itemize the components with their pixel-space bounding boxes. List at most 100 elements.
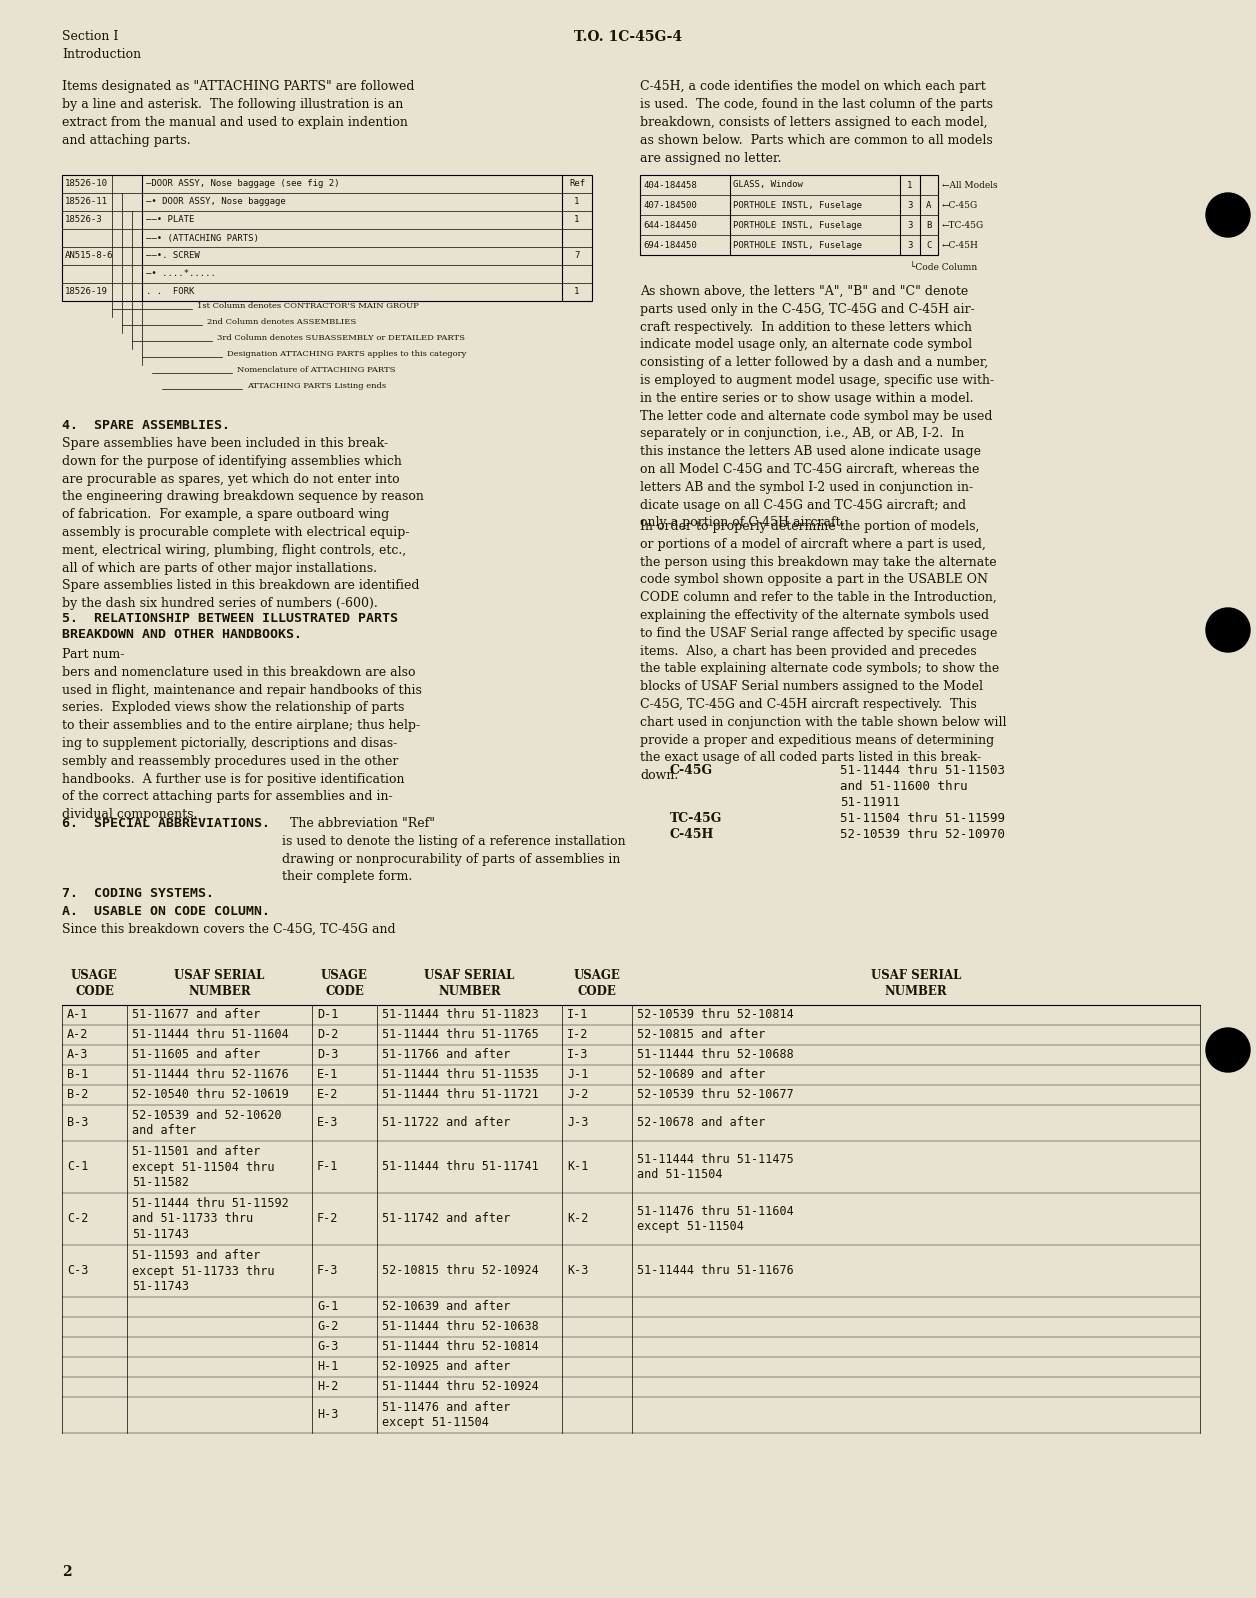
Text: 18526-11: 18526-11 bbox=[65, 198, 108, 206]
Text: —• ....*.....: —• ....*..... bbox=[146, 270, 216, 278]
Text: J-1: J-1 bbox=[566, 1069, 588, 1082]
Text: PORTHOLE INSTL, Fuselage: PORTHOLE INSTL, Fuselage bbox=[734, 200, 862, 209]
Text: 2nd Column denotes ASSEMBLIES: 2nd Column denotes ASSEMBLIES bbox=[207, 318, 357, 326]
Text: ←All Models: ←All Models bbox=[942, 181, 997, 190]
Text: E-3: E-3 bbox=[317, 1117, 338, 1130]
Text: 3: 3 bbox=[907, 221, 913, 230]
Text: 18526-19: 18526-19 bbox=[65, 288, 108, 297]
Text: 52-10639 and after: 52-10639 and after bbox=[382, 1301, 510, 1314]
Text: 6.  SPECIAL ABBREVIATIONS.: 6. SPECIAL ABBREVIATIONS. bbox=[62, 817, 270, 829]
Circle shape bbox=[1206, 193, 1250, 237]
Text: 18526-10: 18526-10 bbox=[65, 179, 108, 189]
Text: 52-10539 thru 52-10677: 52-10539 thru 52-10677 bbox=[637, 1088, 794, 1101]
Text: D-2: D-2 bbox=[317, 1029, 338, 1042]
Text: C-2: C-2 bbox=[67, 1213, 88, 1226]
Text: PORTHOLE INSTL, Fuselage: PORTHOLE INSTL, Fuselage bbox=[734, 221, 862, 230]
Text: 1: 1 bbox=[574, 216, 580, 224]
Text: 51-11444 thru 51-11604: 51-11444 thru 51-11604 bbox=[132, 1029, 289, 1042]
Text: 18526-3: 18526-3 bbox=[65, 216, 103, 224]
Text: 51-11444 thru 51-11503: 51-11444 thru 51-11503 bbox=[840, 764, 1005, 778]
Text: 1: 1 bbox=[907, 181, 913, 190]
Text: 51-11742 and after: 51-11742 and after bbox=[382, 1213, 510, 1226]
Text: 51-11501 and after
except 51-11504 thru
51-11582: 51-11501 and after except 51-11504 thru … bbox=[132, 1146, 275, 1189]
Text: ←C-45G: ←C-45G bbox=[942, 200, 978, 209]
Text: 51-11444 thru 52-10638: 51-11444 thru 52-10638 bbox=[382, 1320, 539, 1333]
Text: 52-10539 thru 52-10814: 52-10539 thru 52-10814 bbox=[637, 1008, 794, 1021]
Text: D-3: D-3 bbox=[317, 1048, 338, 1061]
Text: 52-10678 and after: 52-10678 and after bbox=[637, 1117, 765, 1130]
Text: F-1: F-1 bbox=[317, 1160, 338, 1173]
Text: 51-11444 thru 52-10924: 51-11444 thru 52-10924 bbox=[382, 1381, 539, 1393]
Bar bbox=[62, 176, 592, 300]
Text: ATTACHING PARTS Listing ends: ATTACHING PARTS Listing ends bbox=[247, 382, 386, 390]
Text: 51-11444 thru 51-11721: 51-11444 thru 51-11721 bbox=[382, 1088, 539, 1101]
Text: F-2: F-2 bbox=[317, 1213, 338, 1226]
Text: A: A bbox=[927, 200, 932, 209]
Text: 2: 2 bbox=[62, 1564, 72, 1579]
Text: 1: 1 bbox=[574, 198, 580, 206]
Bar bbox=[641, 176, 938, 256]
Text: 1: 1 bbox=[574, 288, 580, 297]
Text: K-2: K-2 bbox=[566, 1213, 588, 1226]
Text: 52-10815 thru 52-10924: 52-10815 thru 52-10924 bbox=[382, 1264, 539, 1277]
Text: B-1: B-1 bbox=[67, 1069, 88, 1082]
Text: 7: 7 bbox=[574, 251, 580, 260]
Circle shape bbox=[1206, 1028, 1250, 1072]
Text: 51-11444 thru 52-10688: 51-11444 thru 52-10688 bbox=[637, 1048, 794, 1061]
Text: Introduction: Introduction bbox=[62, 48, 141, 61]
Text: C-3: C-3 bbox=[67, 1264, 88, 1277]
Text: AN515-8-6: AN515-8-6 bbox=[65, 251, 113, 260]
Text: T.O. 1C-45G-4: T.O. 1C-45G-4 bbox=[574, 30, 682, 45]
Text: Part num-
bers and nomenclature used in this breakdown are also
used in flight, : Part num- bers and nomenclature used in … bbox=[62, 649, 422, 821]
Text: 404-184458: 404-184458 bbox=[643, 181, 697, 190]
Text: G-1: G-1 bbox=[317, 1301, 338, 1314]
Text: 52-10689 and after: 52-10689 and after bbox=[637, 1069, 765, 1082]
Text: ←C-45H: ←C-45H bbox=[942, 241, 978, 249]
Text: E-1: E-1 bbox=[317, 1069, 338, 1082]
Text: —DOOR ASSY, Nose baggage (see fig 2): —DOOR ASSY, Nose baggage (see fig 2) bbox=[146, 179, 339, 189]
Text: 3rd Column denotes SUBASSEMBLY or DETAILED PARTS: 3rd Column denotes SUBASSEMBLY or DETAIL… bbox=[217, 334, 465, 342]
Text: 51-11605 and after: 51-11605 and after bbox=[132, 1048, 260, 1061]
Text: H-2: H-2 bbox=[317, 1381, 338, 1393]
Text: 3: 3 bbox=[907, 241, 913, 249]
Text: A-1: A-1 bbox=[67, 1008, 88, 1021]
Text: 3: 3 bbox=[907, 200, 913, 209]
Text: USAF SERIAL
NUMBER: USAF SERIAL NUMBER bbox=[870, 968, 961, 999]
Text: C-45G: C-45G bbox=[669, 764, 713, 778]
Text: USAGE
CODE: USAGE CODE bbox=[322, 968, 368, 999]
Text: —• DOOR ASSY, Nose baggage: —• DOOR ASSY, Nose baggage bbox=[146, 198, 286, 206]
Text: 51-11722 and after: 51-11722 and after bbox=[382, 1117, 510, 1130]
Text: Since this breakdown covers the C-45G, TC-45G and: Since this breakdown covers the C-45G, T… bbox=[62, 924, 396, 936]
Text: F-3: F-3 bbox=[317, 1264, 338, 1277]
Text: A-2: A-2 bbox=[67, 1029, 88, 1042]
Text: PORTHOLE INSTL, Fuselage: PORTHOLE INSTL, Fuselage bbox=[734, 241, 862, 249]
Text: K-1: K-1 bbox=[566, 1160, 588, 1173]
Text: 1st Column denotes CONTRACTOR'S MAIN GROUP: 1st Column denotes CONTRACTOR'S MAIN GRO… bbox=[197, 302, 418, 310]
Text: Ref: Ref bbox=[569, 179, 585, 189]
Text: B-2: B-2 bbox=[67, 1088, 88, 1101]
Text: 51-11444 thru 51-11475
and 51-11504: 51-11444 thru 51-11475 and 51-11504 bbox=[637, 1152, 794, 1181]
Text: H-1: H-1 bbox=[317, 1360, 338, 1374]
Text: K-3: K-3 bbox=[566, 1264, 588, 1277]
Text: USAF SERIAL
NUMBER: USAF SERIAL NUMBER bbox=[175, 968, 265, 999]
Text: J-2: J-2 bbox=[566, 1088, 588, 1101]
Text: A-3: A-3 bbox=[67, 1048, 88, 1061]
Text: In order to properly determine the portion of models,
or portions of a model of : In order to properly determine the porti… bbox=[641, 519, 1006, 781]
Text: TC-45G: TC-45G bbox=[669, 812, 722, 826]
Text: 51-11444 thru 51-11741: 51-11444 thru 51-11741 bbox=[382, 1160, 539, 1173]
Text: 52-10925 and after: 52-10925 and after bbox=[382, 1360, 510, 1374]
Text: 52-10815 and after: 52-10815 and after bbox=[637, 1029, 765, 1042]
Text: 694-184450: 694-184450 bbox=[643, 241, 697, 249]
Text: . .  FORK: . . FORK bbox=[146, 288, 195, 297]
Text: 7.  CODING SYSTEMS.: 7. CODING SYSTEMS. bbox=[62, 887, 214, 900]
Text: 52-10539 and 52-10620
and after: 52-10539 and 52-10620 and after bbox=[132, 1109, 281, 1138]
Text: 52-10539 thru 52-10970: 52-10539 thru 52-10970 bbox=[840, 828, 1005, 842]
Text: Items designated as "ATTACHING PARTS" are followed
by a line and asterisk.  The : Items designated as "ATTACHING PARTS" ar… bbox=[62, 80, 414, 147]
Text: 51-11677 and after: 51-11677 and after bbox=[132, 1008, 260, 1021]
Text: C-45H, a code identifies the model on which each part
is used.  The code, found : C-45H, a code identifies the model on wh… bbox=[641, 80, 993, 165]
Text: 51-11444 thru 51-11676: 51-11444 thru 51-11676 bbox=[637, 1264, 794, 1277]
Text: Spare assemblies have been included in this break-
down for the purpose of ident: Spare assemblies have been included in t… bbox=[62, 436, 423, 610]
Text: USAF SERIAL
NUMBER: USAF SERIAL NUMBER bbox=[425, 968, 515, 999]
Text: 52-10540 thru 52-10619: 52-10540 thru 52-10619 bbox=[132, 1088, 289, 1101]
Text: G-3: G-3 bbox=[317, 1341, 338, 1354]
